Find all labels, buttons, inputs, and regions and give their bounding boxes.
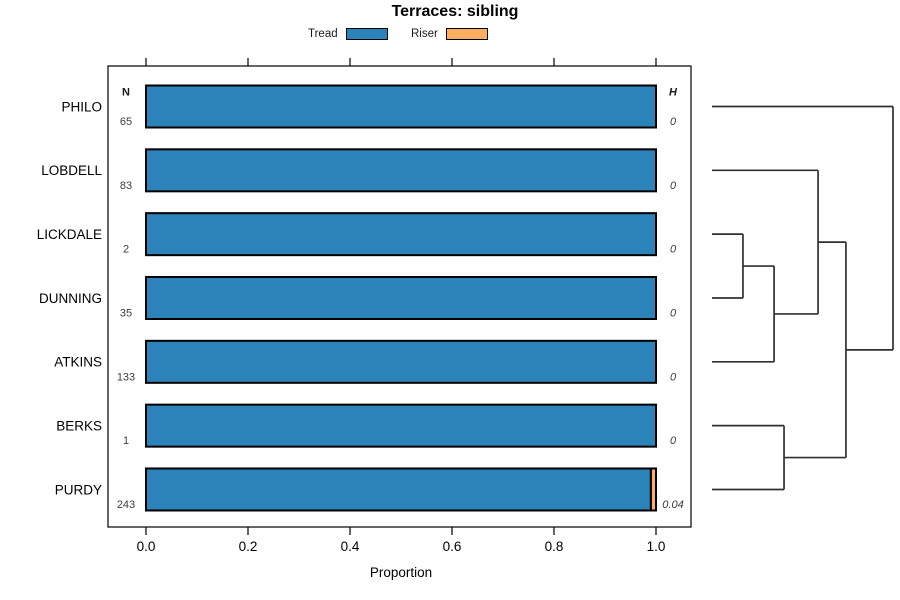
x-axis-tick-label-2: 0.4 [341,539,360,554]
bar-tread-PHILO [145,84,657,129]
x-axis-tick-label-4: 0.8 [545,539,564,554]
category-label-BERKS: BERKS [56,418,102,433]
h-value-PURDY: 0.04 [662,499,683,511]
n-value-PURDY: 243 [117,499,135,511]
h-value-LOBDELL: 0 [670,180,677,192]
x-axis-label: Proportion [370,565,432,580]
x-axis-tick-label-3: 0.6 [443,539,462,554]
bar-tread-ATKINS [145,339,657,384]
x-axis-tick-label-1: 0.2 [239,539,258,554]
category-label-ATKINS: ATKINS [54,355,102,370]
h-value-ATKINS: 0 [670,371,677,383]
h-value-BERKS: 0 [670,435,677,447]
bar-riser-PURDY [649,467,658,512]
category-label-LOBDELL: LOBDELL [41,163,102,178]
x-axis-tick-label-5: 1.0 [647,539,666,554]
bar-tread-LICKDALE [145,212,657,257]
bar-tread-LOBDELL [145,148,657,193]
category-label-DUNNING: DUNNING [39,291,102,306]
n-value-PHILO: 65 [120,116,132,128]
legend-item-riser: Riser [411,26,488,41]
legend-label-riser: Riser [411,27,438,40]
legend-swatch-riser [445,27,488,40]
category-label-PURDY: PURDY [55,482,102,497]
legend-label-tread: Tread [308,27,338,40]
n-value-DUNNING: 35 [120,307,132,319]
h-value-LICKDALE: 0 [670,244,677,256]
n-value-ATKINS: 133 [117,371,135,383]
n-column-header: N [122,87,130,99]
n-value-LICKDALE: 2 [123,244,129,256]
plot-frame [107,65,692,528]
legend-swatch-tread [345,27,388,40]
category-label-PHILO: PHILO [61,99,102,114]
n-value-BERKS: 1 [123,435,129,447]
bar-tread-DUNNING [145,275,657,320]
chart-title: Terraces: sibling [391,3,519,20]
bar-tread-BERKS [145,403,657,448]
h-value-DUNNING: 0 [670,307,677,319]
n-value-LOBDELL: 83 [120,180,132,192]
bar-tread-PURDY [145,467,652,512]
h-value-PHILO: 0 [670,116,677,128]
legend-item-tread: Tread [308,26,388,41]
h-column-header: H [669,87,678,99]
category-label-LICKDALE: LICKDALE [37,227,102,242]
x-axis-tick-label-0: 0.0 [137,539,156,554]
legend: Tread Riser [0,0,900,46]
